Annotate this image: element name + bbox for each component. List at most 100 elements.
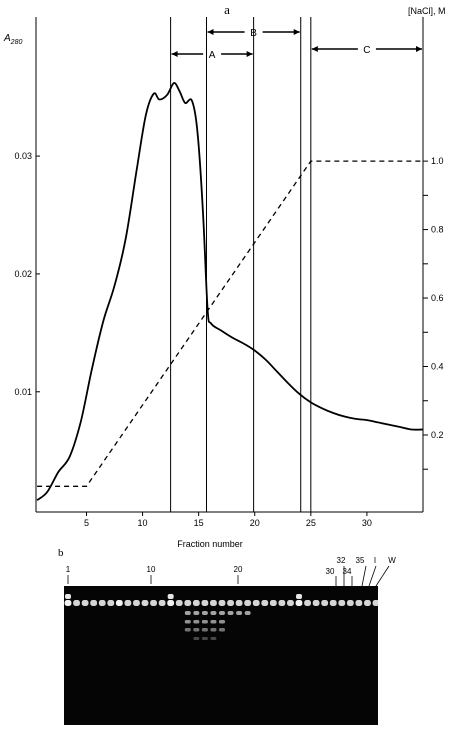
gel-band	[296, 594, 302, 599]
pool-bracket-a: A	[171, 50, 253, 61]
gel-band	[167, 594, 174, 599]
a280-absorbance-line	[36, 82, 424, 501]
gel-band	[141, 600, 149, 606]
gel-band	[321, 600, 329, 606]
panel-b-label: b	[58, 547, 64, 559]
gel-band	[219, 611, 225, 615]
pool-label: B	[250, 28, 257, 39]
gel-band	[210, 637, 217, 640]
gel-band	[193, 611, 200, 615]
gel-band	[158, 600, 166, 606]
lane-label: 34	[343, 567, 352, 576]
lane-label: W	[388, 556, 396, 565]
gel-band	[184, 620, 191, 624]
lane-marker-line	[368, 565, 377, 587]
x-tick-label: 20	[250, 518, 260, 528]
arrowhead-right-icon	[246, 51, 253, 57]
lane-label: 35	[356, 556, 365, 565]
gel-band	[65, 594, 71, 599]
pool-label: C	[363, 45, 370, 56]
gel-band	[115, 600, 123, 606]
lane-label: 32	[337, 556, 346, 565]
y-left-tick-label: 0.01	[14, 387, 32, 397]
gel-band	[175, 600, 183, 606]
gel-band	[227, 600, 234, 606]
gel-band	[210, 628, 217, 632]
lane-label: 30	[326, 567, 335, 576]
gel-band	[184, 611, 191, 615]
gel-band	[193, 620, 200, 624]
lane-label: 1	[66, 565, 71, 574]
y-left-tick-label: 0.02	[14, 269, 32, 279]
y-left-axis-label-main: A	[3, 33, 11, 44]
x-axis-label: Fraction number	[177, 539, 243, 549]
gel-band	[252, 600, 260, 606]
gel-band	[201, 620, 208, 624]
gel-band	[210, 600, 217, 606]
gel-band	[346, 600, 354, 606]
gel-band	[184, 600, 192, 606]
pool-bracket-b: B	[207, 28, 300, 39]
arrowhead-left-icon	[171, 51, 178, 57]
arrowhead-right-icon	[293, 29, 300, 35]
gel-band	[312, 600, 320, 606]
y-right-tick-label: 0.4	[431, 362, 444, 372]
y-left-axis-label-sub: 280	[10, 39, 23, 46]
gel-band	[193, 628, 200, 632]
gel-band	[90, 600, 98, 606]
lane-label: 10	[147, 565, 156, 574]
gel-band	[192, 600, 200, 606]
gel-band	[261, 600, 269, 606]
gel-band	[236, 611, 243, 615]
gel-band	[219, 628, 225, 632]
lane-marker-line	[361, 565, 367, 587]
gel-band	[201, 637, 208, 640]
x-tick-label: 25	[306, 518, 316, 528]
gel-band	[304, 600, 311, 606]
gel-band	[184, 628, 191, 632]
gel-band	[98, 600, 106, 606]
gel-band	[269, 600, 277, 606]
x-tick-label: 5	[84, 518, 89, 528]
gel-band	[150, 600, 157, 606]
gel-band	[201, 600, 209, 606]
y-left-tick-label: 0.03	[14, 151, 32, 161]
gel-band	[329, 600, 337, 606]
gel-band	[81, 600, 89, 606]
gel-band	[201, 628, 208, 632]
gel-band	[235, 600, 243, 606]
y-right-tick-label: 0.8	[431, 225, 444, 235]
gel-band	[244, 611, 251, 615]
panel-a-label: a	[224, 2, 230, 17]
pool-bracket-c: C	[311, 45, 422, 56]
gel-band	[364, 600, 371, 606]
gel-band	[287, 600, 294, 606]
x-tick-label: 30	[362, 518, 372, 528]
gel-band	[133, 600, 140, 606]
gel-band	[355, 600, 363, 606]
gel-band	[372, 600, 380, 606]
y-right-tick-label: 0.2	[431, 430, 444, 440]
arrowhead-left-icon	[311, 46, 318, 52]
gel-band	[219, 620, 225, 624]
gel-band	[218, 600, 226, 606]
nacl-gradient-line	[37, 160, 423, 487]
gel-band	[295, 600, 303, 606]
gel-band	[210, 611, 217, 615]
y-left-axis-label: A280	[3, 33, 22, 46]
lane-label: I	[374, 556, 376, 565]
pool-label: A	[209, 50, 216, 61]
lane-marker-line	[375, 565, 390, 587]
arrowhead-left-icon	[207, 29, 214, 35]
gel-band	[167, 600, 175, 606]
y-right-tick-label: 0.6	[431, 293, 444, 303]
y-right-tick-label: 1.0	[431, 156, 444, 166]
gel-band	[227, 611, 234, 615]
gel-band	[278, 600, 286, 606]
gel-band	[210, 620, 217, 624]
gel-band	[107, 600, 115, 606]
gel-band	[201, 611, 208, 615]
y-right-axis-label: [NaCl], M	[408, 6, 446, 16]
x-tick-label: 15	[194, 518, 204, 528]
gel-band	[64, 600, 72, 606]
